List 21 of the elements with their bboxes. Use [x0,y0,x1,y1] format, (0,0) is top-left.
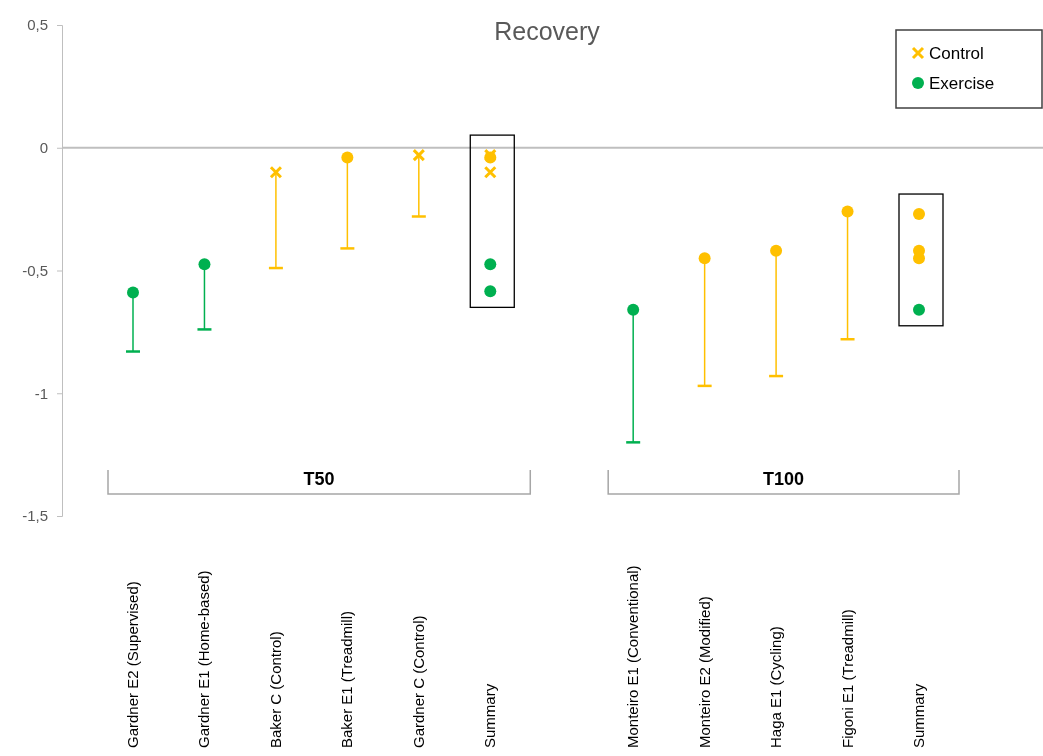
x-tick-label: Baker E1 (Treadmill) [338,611,356,748]
legend-label: Control [929,44,984,63]
legend-label: Exercise [929,74,995,93]
x-tick-label: Summary [481,683,499,748]
x-tick-label: Summary [910,683,927,748]
annotation: T100 [763,469,805,489]
y-tick-label: -1 [34,384,48,402]
x-tick-label: Gardner E1 (Home-based) [195,570,213,748]
y-tick-label: -1,5 [22,507,48,525]
annotation: T50 [303,469,335,489]
x-tick-label: Baker C (Control) [266,631,284,748]
x-tick-label: Haga E1 (Cycling) [767,626,785,748]
y-tick-label: 0 [39,139,48,157]
y-tick-label: -0,5 [22,261,48,279]
chart-title: Recovery [494,17,601,45]
x-tick-label: Gardner C (Control) [409,615,427,748]
x-tick-label: Figoni E1 (Treadmill) [838,609,856,748]
x-tick-label: Monteiro E1 (Conventional) [624,565,642,748]
x-tick-label: Monteiro E2 (Modified) [695,596,713,748]
y-tick-label: 0,5 [27,16,48,34]
x-tick-label: Gardner E2 (Supervised) [124,581,141,748]
